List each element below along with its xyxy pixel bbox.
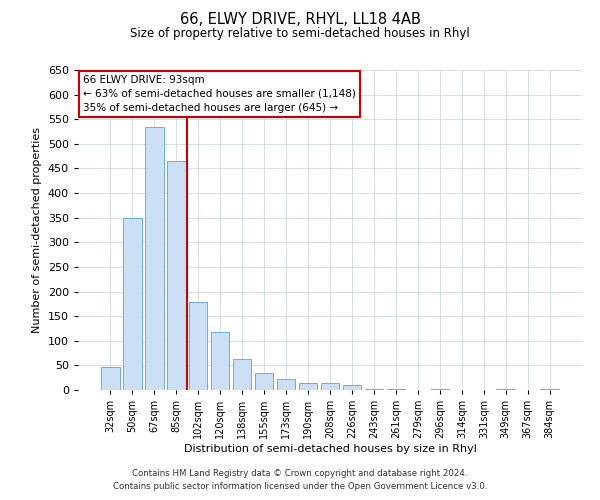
Bar	[145, 126, 164, 390]
Text: 66, ELWY DRIVE, RHYL, LL18 4AB: 66, ELWY DRIVE, RHYL, LL18 4AB	[179, 12, 421, 28]
Bar	[123, 218, 142, 390]
Bar	[386, 388, 405, 390]
Text: Contains HM Land Registry data © Crown copyright and database right 2024.: Contains HM Land Registry data © Crown c…	[132, 468, 468, 477]
Y-axis label: Number of semi-detached properties: Number of semi-detached properties	[32, 127, 42, 333]
Bar	[343, 385, 361, 390]
Text: 66 ELWY DRIVE: 93sqm
← 63% of semi-detached houses are smaller (1,148)
35% of se: 66 ELWY DRIVE: 93sqm ← 63% of semi-detac…	[83, 75, 356, 113]
Bar	[496, 388, 515, 390]
Bar	[189, 302, 208, 390]
Bar	[211, 332, 229, 390]
Bar	[365, 388, 383, 390]
X-axis label: Distribution of semi-detached houses by size in Rhyl: Distribution of semi-detached houses by …	[184, 444, 476, 454]
Bar	[541, 388, 559, 390]
Bar	[431, 388, 449, 390]
Bar	[167, 161, 185, 390]
Bar	[233, 360, 251, 390]
Text: Size of property relative to semi-detached houses in Rhyl: Size of property relative to semi-detach…	[130, 28, 470, 40]
Bar	[277, 379, 295, 390]
Bar	[320, 382, 340, 390]
Text: Contains public sector information licensed under the Open Government Licence v3: Contains public sector information licen…	[113, 482, 487, 491]
Bar	[101, 368, 119, 390]
Bar	[299, 382, 317, 390]
Bar	[255, 373, 274, 390]
